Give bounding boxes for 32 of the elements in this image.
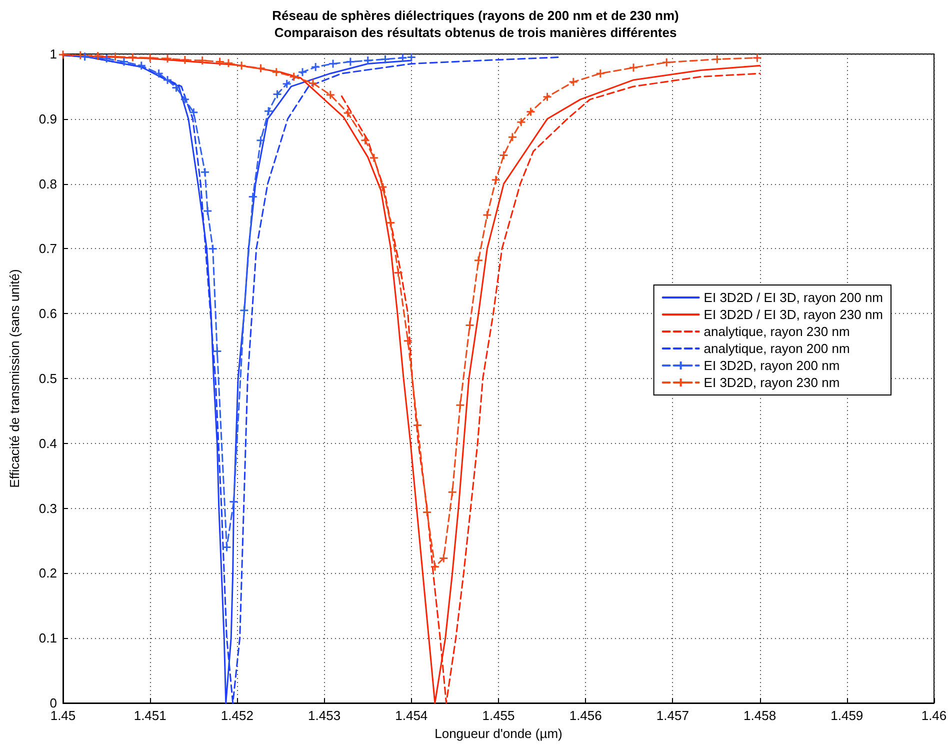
x-tick-label: 1.455	[482, 708, 515, 723]
x-tick-label: 1.457	[656, 708, 689, 723]
x-axis-title: Longueur d'onde (µm)	[434, 726, 562, 741]
legend-label: EI 3D2D, rayon 200 nm	[704, 358, 840, 373]
legend-label: analytique, rayon 200 nm	[704, 341, 850, 356]
y-tick-label: 0.7	[38, 241, 57, 256]
y-tick-label: 0.8	[38, 176, 57, 192]
y-tick-label: 0.4	[38, 436, 57, 451]
x-tick-label: 1.454	[395, 708, 428, 723]
y-tick-label: 0.5	[38, 371, 57, 386]
y-tick-label: 0	[50, 696, 57, 710]
y-tick-label: 0.1	[38, 630, 57, 646]
x-tick-label: 1.46	[921, 708, 947, 723]
x-tick-label: 1.452	[220, 708, 254, 723]
x-tick-label: 1.451	[134, 708, 166, 723]
x-tick-label: 1.459	[830, 708, 864, 723]
y-tick-label: 0.6	[38, 306, 57, 322]
y-tick-label: 1	[50, 46, 57, 62]
x-tick-label: 1.453	[308, 708, 341, 723]
legend-label: analytique, rayon 230 nm	[704, 324, 850, 339]
legend-label: EI 3D2D, rayon 230 nm	[704, 375, 840, 390]
y-tick-label: 0.9	[38, 111, 57, 126]
x-tick-label: 1.45	[50, 708, 76, 723]
y-axis-title: Efficacité de transmission (sans unité)	[7, 269, 22, 488]
y-tick-label: 0.2	[38, 566, 57, 581]
y-tick-label: 0.3	[38, 500, 57, 516]
legend-label: EI 3D2D / EI 3D, rayon 200 nm	[704, 290, 884, 305]
legend-label: EI 3D2D / EI 3D, rayon 230 nm	[704, 307, 884, 322]
x-tick-label: 1.456	[569, 708, 602, 723]
chart-subtitle: Comparaison des résultats obtenus de trois manières différentes	[274, 25, 677, 40]
x-tick-label: 1.458	[744, 708, 776, 723]
chart-title: Réseau de sphères diélectriques (rayons de 200 nm et de 230 nm)	[272, 8, 679, 23]
